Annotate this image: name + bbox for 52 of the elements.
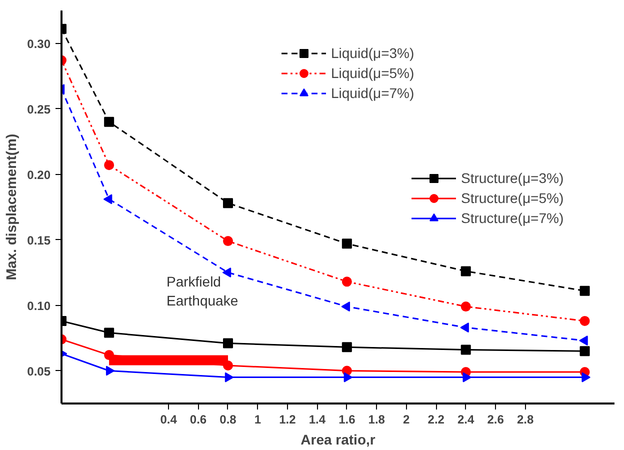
x-tick-label: 2.2 bbox=[428, 412, 445, 426]
annotation: Parkfield Earthquake bbox=[166, 273, 238, 308]
point bbox=[342, 238, 352, 249]
point bbox=[344, 372, 353, 382]
y-tick-label: 0.10 bbox=[27, 298, 51, 313]
point bbox=[580, 316, 590, 326]
x-tick-label: 1.4 bbox=[308, 412, 326, 426]
legend-label: Structure(μ=3%) bbox=[461, 170, 564, 186]
legend-label: Structure(μ=7%) bbox=[461, 210, 564, 226]
point bbox=[106, 366, 115, 376]
x-axis-title: Area ratio,r bbox=[300, 432, 376, 448]
point bbox=[104, 328, 114, 338]
point bbox=[222, 236, 233, 246]
point bbox=[222, 198, 233, 208]
x-tick-label: 0.8 bbox=[220, 412, 237, 426]
x-tick-label: 2.4 bbox=[458, 412, 475, 426]
point bbox=[580, 346, 590, 356]
point bbox=[460, 266, 471, 276]
x-tick-label: 1.8 bbox=[368, 412, 386, 426]
point bbox=[460, 302, 471, 312]
x-tick-label: 2.6 bbox=[487, 412, 504, 426]
point bbox=[342, 276, 352, 287]
point bbox=[224, 372, 234, 382]
point bbox=[462, 372, 472, 382]
x-tick-label: 0.4 bbox=[160, 412, 178, 426]
point bbox=[580, 286, 590, 296]
point bbox=[342, 342, 352, 352]
legend-label: Structure(μ=5%) bbox=[461, 190, 564, 206]
point bbox=[460, 344, 471, 355]
x-tick-label: 1.6 bbox=[338, 412, 356, 426]
point bbox=[582, 372, 590, 382]
y-tick-label: 0.15 bbox=[27, 233, 51, 248]
point bbox=[341, 302, 350, 312]
legend-label: Liquid(μ=5%) bbox=[331, 65, 414, 81]
y-tick-label: 0.30 bbox=[27, 36, 51, 51]
point bbox=[104, 116, 114, 127]
x-tick-label: 1.2 bbox=[279, 412, 296, 426]
x-tick-label: 2.8 bbox=[516, 412, 534, 426]
point bbox=[460, 322, 469, 333]
legend-label: Liquid(μ=3%) bbox=[331, 45, 414, 61]
point bbox=[104, 160, 114, 170]
y-axis-title: Max. displacement(m) bbox=[3, 134, 20, 280]
x-tick-label: 2 bbox=[403, 412, 410, 426]
point bbox=[222, 268, 232, 278]
y-tick-label: 0.20 bbox=[27, 168, 51, 182]
y-tick-label: 0.05 bbox=[27, 364, 51, 378]
point bbox=[579, 336, 588, 346]
y-tick-label: 0.25 bbox=[27, 102, 51, 116]
legend-label: Liquid(μ=7%) bbox=[331, 85, 414, 101]
x-tick-label: 0.6 bbox=[190, 412, 207, 426]
x-tick-label: 1 bbox=[254, 412, 262, 426]
point bbox=[222, 338, 233, 348]
